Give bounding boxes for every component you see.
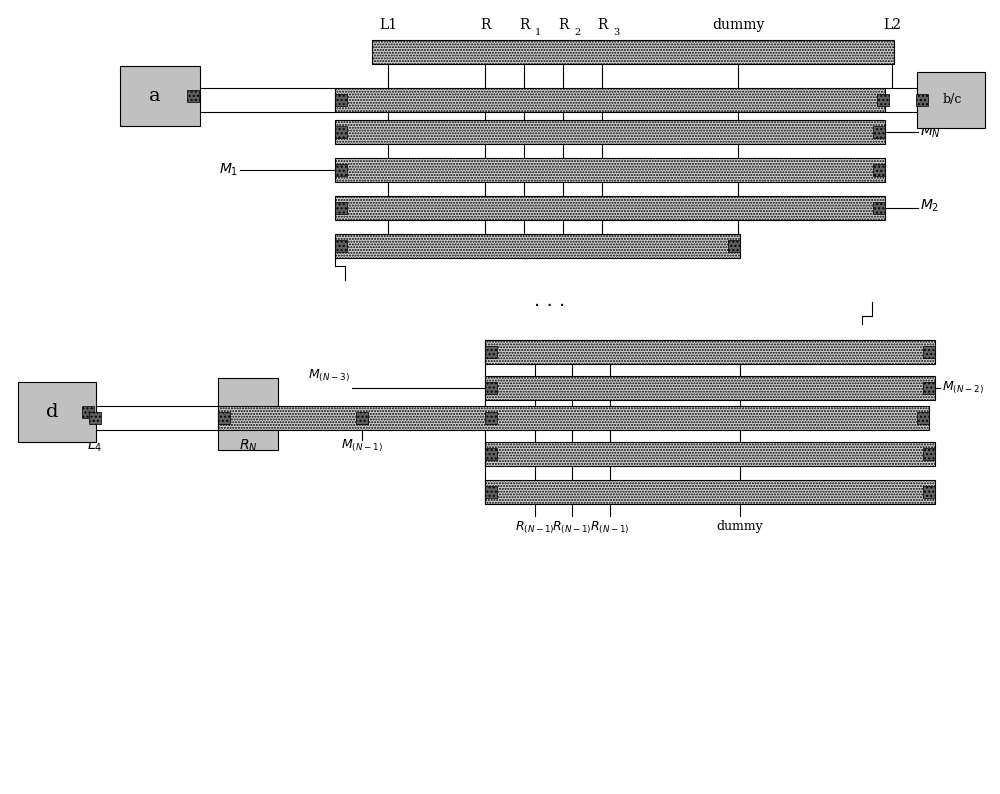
Bar: [485, 340, 935, 364]
Bar: [873, 126, 885, 137]
Bar: [485, 442, 935, 466]
Text: R: R: [519, 18, 529, 32]
Text: d: d: [46, 403, 59, 421]
Text: · · ·: · · ·: [534, 296, 566, 315]
Bar: [335, 234, 740, 258]
Bar: [89, 412, 101, 424]
Bar: [485, 486, 497, 498]
Bar: [187, 91, 199, 102]
Text: $M_{(N-1)}$: $M_{(N-1)}$: [341, 438, 383, 454]
Text: $R_{(N-1)}$: $R_{(N-1)}$: [515, 520, 555, 537]
Text: L1: L1: [379, 18, 397, 32]
Text: R: R: [597, 18, 607, 32]
Text: $M_{(N-2)}$: $M_{(N-2)}$: [942, 380, 984, 396]
Bar: [18, 382, 96, 442]
Bar: [728, 241, 740, 252]
Bar: [923, 486, 935, 498]
Text: 1: 1: [535, 28, 541, 37]
Bar: [193, 88, 335, 112]
Bar: [218, 412, 230, 424]
Text: $L_4$: $L_4$: [87, 438, 103, 454]
Bar: [485, 376, 935, 400]
Bar: [335, 158, 885, 182]
Text: a: a: [149, 87, 161, 105]
Bar: [873, 202, 885, 214]
Text: R: R: [480, 18, 490, 32]
Bar: [218, 378, 278, 450]
Text: 3: 3: [613, 28, 619, 37]
Bar: [335, 202, 347, 214]
Bar: [485, 449, 497, 460]
Bar: [82, 407, 94, 418]
Bar: [372, 40, 894, 64]
Bar: [917, 412, 929, 424]
Text: $R_N$: $R_N$: [239, 438, 257, 454]
Text: L2: L2: [883, 18, 901, 32]
Text: b/c: b/c: [943, 94, 962, 106]
Bar: [885, 88, 917, 112]
Bar: [120, 66, 200, 126]
Bar: [923, 449, 935, 460]
Bar: [335, 94, 347, 106]
Bar: [923, 346, 935, 358]
Bar: [916, 94, 928, 106]
Bar: [923, 382, 935, 394]
Bar: [485, 480, 935, 504]
Bar: [335, 196, 885, 220]
Bar: [873, 164, 885, 175]
Text: dummy: dummy: [712, 18, 764, 32]
Text: dummy: dummy: [717, 520, 763, 533]
Bar: [485, 382, 497, 394]
Bar: [335, 126, 347, 137]
Text: $R_{(N-1)}$: $R_{(N-1)}$: [552, 520, 592, 537]
Bar: [485, 346, 497, 358]
Bar: [335, 241, 347, 252]
Text: $M_2$: $M_2$: [920, 198, 939, 214]
Bar: [877, 94, 889, 106]
Text: $M_N$: $M_N$: [920, 124, 941, 141]
Bar: [335, 164, 347, 175]
Text: $M_{(N-3)}$: $M_{(N-3)}$: [308, 368, 350, 384]
Bar: [218, 406, 929, 430]
Text: $M_1$: $M_1$: [219, 162, 238, 178]
Bar: [917, 72, 985, 128]
Text: $R_{(N-1)}$: $R_{(N-1)}$: [590, 520, 630, 537]
Bar: [88, 406, 218, 430]
Text: R: R: [558, 18, 568, 32]
Bar: [356, 412, 368, 424]
Bar: [335, 88, 885, 112]
Text: 2: 2: [574, 28, 580, 37]
Bar: [335, 120, 885, 144]
Bar: [485, 412, 497, 424]
